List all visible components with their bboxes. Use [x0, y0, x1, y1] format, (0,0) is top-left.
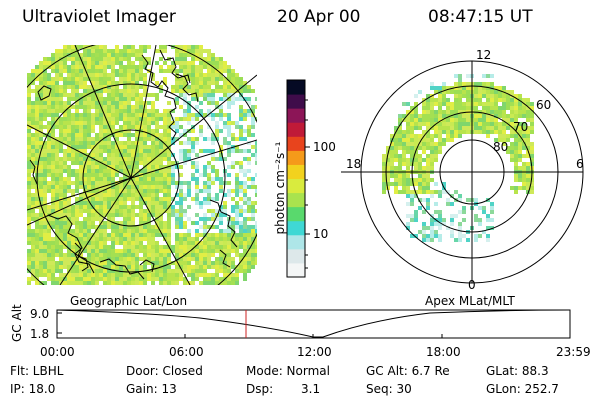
instrument-title: Ultraviolet Imager — [22, 7, 176, 27]
mlt-label-6: 6 — [576, 157, 584, 171]
filter-info: Flt: LBHL — [10, 364, 64, 378]
mode-info: Mode: Normal — [246, 364, 330, 378]
xtick-2359: 23:59 — [556, 345, 591, 359]
colorbar-tick-100: 100 — [313, 140, 336, 154]
mlt-label-0: 0 — [468, 278, 476, 292]
gc-alt-info: GC Alt: 6.7 Re — [366, 364, 450, 378]
colorbar-scale — [287, 80, 305, 278]
altitude-plot-frame — [56, 309, 571, 339]
altitude-ytick-bottom: 1.8 — [30, 327, 50, 341]
glat-info: GLat: 88.3 — [486, 364, 549, 378]
coastlines — [29, 49, 238, 280]
left-map-caption: Geographic Lat/Lon — [70, 294, 188, 308]
door-info: Door: Closed — [126, 364, 203, 378]
mlat-label-70: 70 — [513, 120, 529, 134]
xtick-1800: 18:00 — [426, 345, 461, 359]
mlt-label-18: 18 — [346, 157, 362, 171]
mlt-label-12: 12 — [476, 48, 492, 62]
seq-info: Seq: 30 — [366, 382, 412, 396]
xtick-0600: 06:00 — [169, 345, 204, 359]
colorbar-tick-10: 10 — [313, 227, 329, 241]
lat-circle-inner — [82, 129, 180, 227]
altitude-ytick-top: 9.0 — [30, 307, 50, 321]
altitude-ylabel: GC Alt — [10, 304, 24, 342]
lat-circle-middle — [36, 83, 226, 273]
xtick-0000: 00:00 — [40, 345, 75, 359]
mlat-label-80: 80 — [493, 140, 509, 154]
xtick-1200: 12:00 — [297, 345, 332, 359]
colorbar-frame — [286, 79, 306, 278]
mlat-label-60: 60 — [536, 98, 552, 112]
date-label: 20 Apr 00 — [277, 7, 361, 27]
dsp-label: Dsp: — [246, 382, 274, 396]
aurora-image-geographic — [27, 45, 257, 285]
dsp-value: 3.1 — [301, 382, 321, 396]
altitude-curve — [56, 309, 571, 338]
gain-info: Gain: 13 — [126, 382, 177, 396]
right-map-caption: Apex MLat/MLT — [425, 294, 515, 308]
ip-info: IP: 18.0 — [10, 382, 56, 396]
glon-info: GLon: 252.7 — [486, 382, 559, 396]
time-label: 08:47:15 UT — [428, 7, 533, 27]
